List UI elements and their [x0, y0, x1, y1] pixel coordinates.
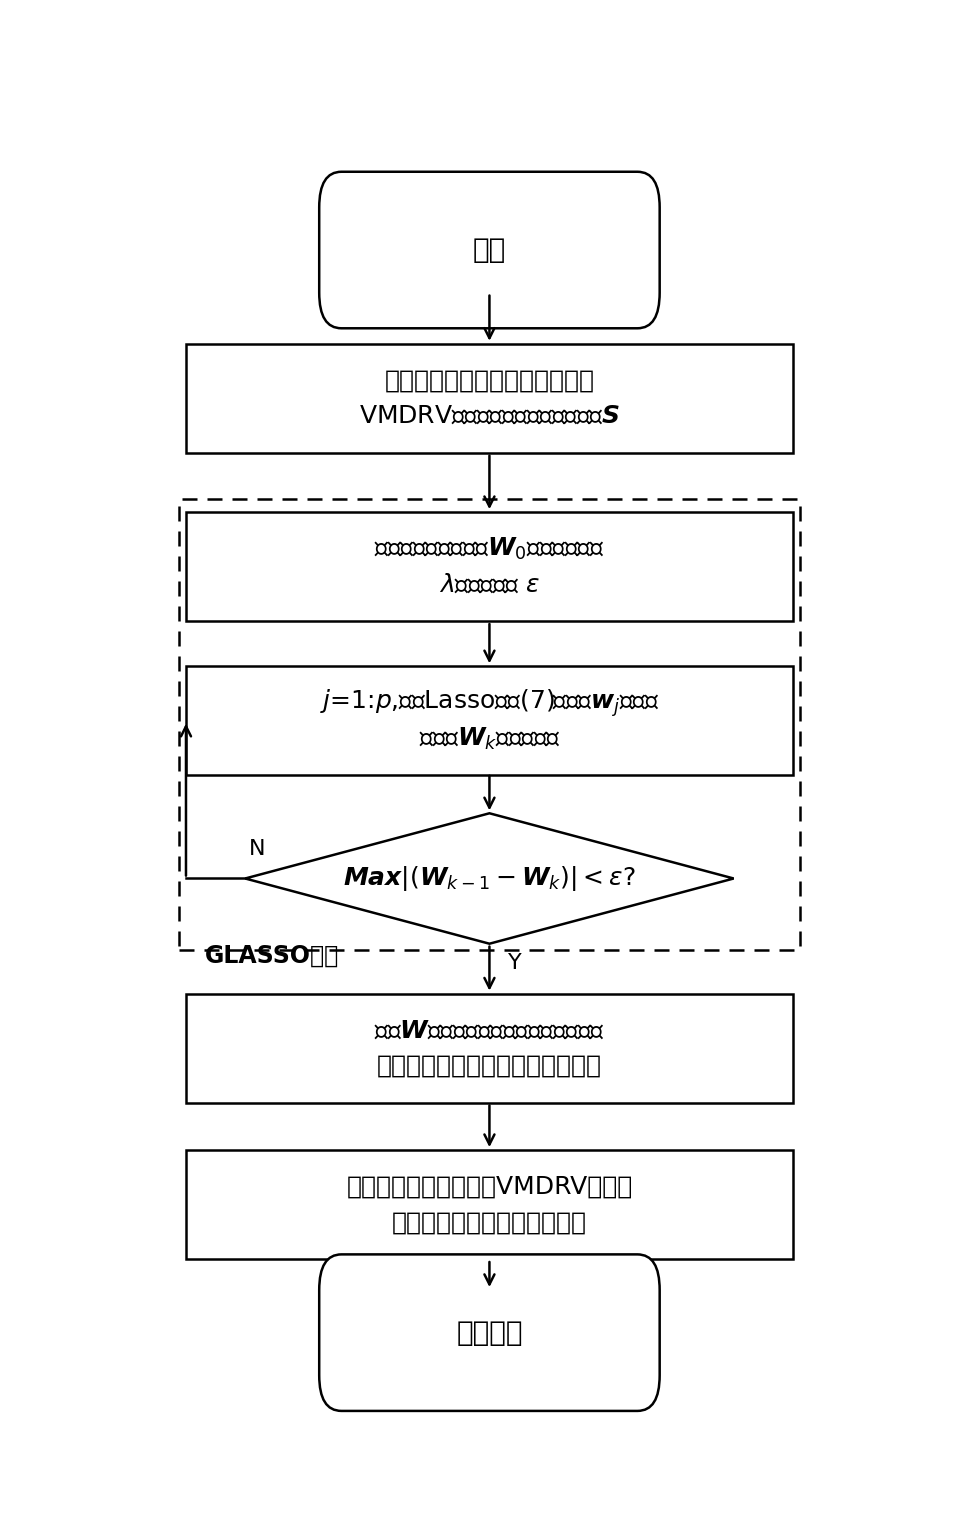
Bar [179, 499, 800, 950]
Text: 开始: 开始 [473, 236, 506, 263]
Polygon shape [245, 813, 733, 944]
Text: 根据$\boldsymbol{W}$估计值计算精度矩阵估计值，根: 根据$\boldsymbol{W}$估计值计算精度矩阵估计值，根 [374, 1018, 605, 1043]
Bar [186, 513, 793, 621]
Bar [186, 1150, 793, 1260]
Text: 据精度矩阵非零元素重建网络拓扑: 据精度矩阵非零元素重建网络拓扑 [377, 1053, 602, 1078]
Text: $j$=1:$p$,求解Lasso问题(7)，并将$\boldsymbol{w}_j$估计值: $j$=1:$p$,求解Lasso问题(7)，并将$\boldsymbol{w}… [320, 687, 659, 719]
Text: N: N [249, 839, 265, 859]
Bar [186, 667, 793, 775]
Text: 填充入$\boldsymbol{W}_k$对应行、列: 填充入$\boldsymbol{W}_k$对应行、列 [418, 725, 561, 752]
Text: 设置协方差矩阵初值$\boldsymbol{W}_0$、正则化参数: 设置协方差矩阵初值$\boldsymbol{W}_0$、正则化参数 [374, 536, 605, 562]
Text: 结果输出: 结果输出 [456, 1318, 522, 1346]
Text: 件独立性检验，修正网络拓扑: 件独立性检验，修正网络拓扑 [392, 1210, 587, 1235]
Text: VMDRV样本矩阵，计算协方差矩阵$\boldsymbol{S}$: VMDRV样本矩阵，计算协方差矩阵$\boldsymbol{S}$ [359, 403, 620, 428]
Text: 输入多断面电压幅值量测，构造: 输入多断面电压幅值量测，构造 [385, 368, 594, 393]
Text: GLASSO算法: GLASSO算法 [204, 944, 339, 967]
Text: $\lambda$、收敛精度 $\varepsilon$: $\lambda$、收敛精度 $\varepsilon$ [439, 573, 540, 596]
Text: 对可疑线路的两端端点VMDRV进行条: 对可疑线路的两端端点VMDRV进行条 [347, 1175, 632, 1198]
Text: Y: Y [508, 953, 522, 973]
Bar [186, 343, 793, 453]
Text: $\boldsymbol{Max}|(\boldsymbol{W}_{k-1}-\boldsymbol{W}_k)|< \varepsilon$?: $\boldsymbol{Max}|(\boldsymbol{W}_{k-1}-… [343, 864, 636, 893]
Bar [186, 993, 793, 1103]
FancyBboxPatch shape [319, 1255, 660, 1411]
FancyBboxPatch shape [319, 172, 660, 328]
